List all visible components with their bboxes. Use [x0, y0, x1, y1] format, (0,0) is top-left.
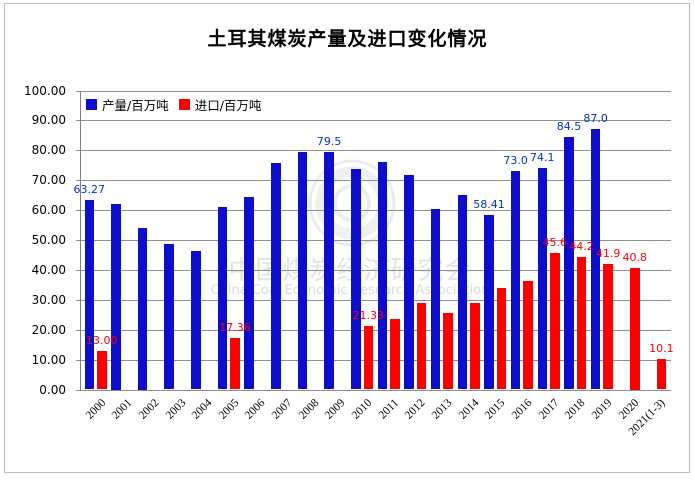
legend-swatch-import-icon: [178, 99, 190, 110]
y-axis-tick-label: 100.00: [24, 83, 66, 98]
data-label-production-2017: 74.1: [530, 150, 555, 164]
legend-entry-production: 产量/百万吨: [86, 95, 169, 114]
data-label-import-2021(1-3): 10.1: [649, 342, 674, 356]
bar-production-2009: [324, 151, 334, 390]
bar-import-2005: [230, 337, 240, 390]
y-axis-tick-label: 20.00: [31, 322, 66, 337]
bar-production-2007: [271, 163, 281, 390]
legend-swatch-production-icon: [86, 99, 97, 110]
chart-legend: 产量/百万吨 进口/百万吨: [86, 95, 261, 114]
y-axis-tick-label: 80.00: [31, 143, 66, 158]
data-label-production-2016: 73.0: [503, 154, 528, 168]
data-label-production-2000: 63.27: [73, 183, 106, 197]
bar-production-2006: [244, 197, 254, 390]
y-axis-tick-label: 0.00: [39, 382, 66, 397]
gridline-70.00: [76, 180, 671, 182]
bar-import-2012: [416, 303, 427, 390]
legend-entry-import: 进口/百万吨: [178, 95, 262, 114]
y-axis-tick-label: 90.00: [31, 113, 66, 128]
bar-import-2011: [390, 318, 400, 390]
bar-production-2019: [590, 129, 601, 390]
bar-production-2011: [377, 162, 388, 390]
y-axis-tick-label: 10.00: [31, 352, 66, 367]
bar-import-2015: [496, 288, 507, 390]
bar-production-2003: [164, 243, 174, 390]
data-label-import-2000: 13.00: [86, 333, 118, 347]
data-label-import-2010: 21.33: [352, 308, 385, 322]
data-label-import-2005: 17.36: [219, 320, 251, 334]
gridline-0.00: [76, 389, 671, 391]
bar-production-2004: [191, 250, 201, 390]
bar-import-2016: [523, 281, 533, 390]
bar-production-2001: [111, 203, 121, 390]
bar-production-2014: [457, 195, 468, 390]
data-label-production-2019: 87.0: [583, 112, 608, 126]
gridline-80.00: [76, 150, 671, 152]
gridline-20.00: [76, 329, 671, 331]
bar-import-2017: [550, 253, 560, 390]
y-axis-tick-label: 40.00: [31, 262, 66, 277]
bar-production-2015: [484, 214, 494, 390]
bar-import-2018: [576, 257, 587, 390]
bar-production-2017: [537, 167, 547, 390]
data-label-production-2015: 58.41: [473, 197, 505, 211]
legend-label-import: 进口/百万吨: [194, 98, 262, 113]
data-label-import-2020: 40.8: [622, 250, 648, 264]
bar-import-2019: [603, 264, 613, 390]
gridline-50.00: [76, 240, 671, 241]
chart-title: 土耳其煤炭产量及进口变化情况: [207, 29, 488, 50]
y-axis-tick-label: 70.00: [31, 173, 66, 188]
bar-import-2020: [630, 267, 640, 390]
data-label-import-2019: 41.9: [595, 247, 621, 261]
legend-label-production: 产量/百万吨: [102, 98, 169, 113]
bar-production-2005: [217, 207, 228, 390]
bar-production-2002: [137, 228, 148, 390]
y-axis-tick-label: 30.00: [31, 292, 66, 307]
y-axis-tick-label: 50.00: [31, 233, 66, 247]
y-axis-line: [80, 90, 81, 390]
gridline-60.00: [76, 210, 671, 212]
gridline-100.00: [76, 90, 671, 92]
bar-production-2008: [297, 152, 308, 390]
gridline-10.00: [76, 359, 671, 361]
bar-import-2013: [443, 312, 453, 390]
bar-import-2000: [97, 350, 107, 390]
data-label-import-2018: 44.2: [569, 240, 594, 254]
gridline-90.00: [76, 120, 671, 122]
bar-production-2018: [564, 136, 574, 390]
y-axis-tick-label: 60.00: [31, 203, 66, 218]
gridline-40.00: [76, 269, 671, 271]
bar-production-2000: [84, 200, 94, 390]
bar-import-2010: [363, 325, 373, 390]
bar-production-2010: [351, 169, 361, 390]
bar-import-2014: [470, 302, 480, 390]
bar-production-2016: [510, 171, 521, 390]
bar-production-2013: [430, 208, 441, 390]
bar-import-2021(1-3): [656, 359, 667, 390]
data-label-production-2009: 79.5: [316, 134, 342, 148]
gridline-30.00: [76, 299, 671, 301]
bar-production-2012: [404, 175, 414, 390]
data-label-production-2018: 84.5: [556, 119, 582, 133]
data-label-import-2017: 45.6: [542, 236, 568, 250]
